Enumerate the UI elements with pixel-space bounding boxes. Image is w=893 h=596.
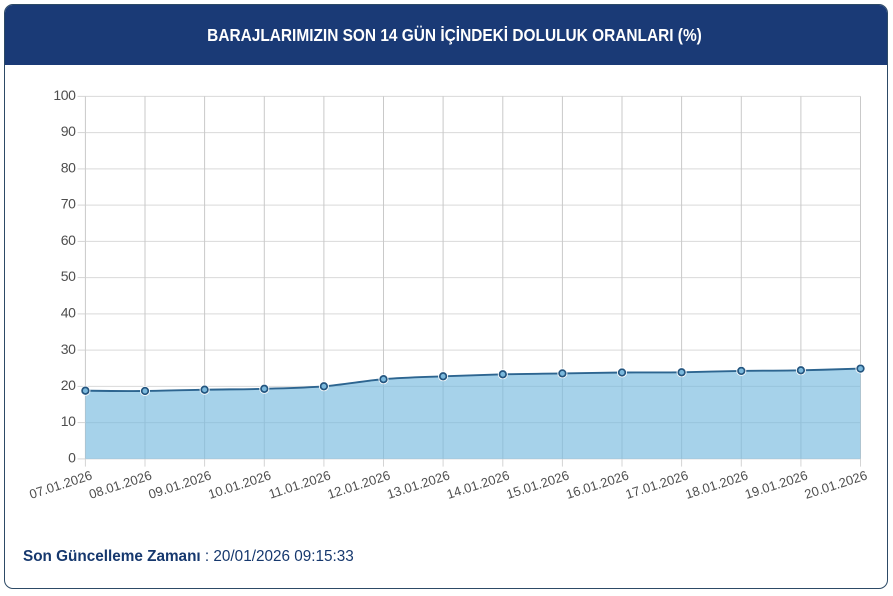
- svg-text:70: 70: [61, 196, 76, 212]
- svg-text:10.01.2026: 10.01.2026: [206, 467, 273, 501]
- svg-text:60: 60: [61, 232, 76, 248]
- svg-text:15.01.2026: 15.01.2026: [504, 467, 571, 501]
- svg-text:30: 30: [61, 341, 76, 357]
- svg-text:90: 90: [61, 123, 76, 139]
- svg-text:80: 80: [61, 160, 76, 176]
- svg-text:20.01.2026: 20.01.2026: [802, 467, 869, 501]
- svg-text:07.01.2026: 07.01.2026: [27, 467, 94, 501]
- svg-text:100: 100: [53, 87, 76, 103]
- svg-text:40: 40: [61, 305, 76, 321]
- svg-text:12.01.2026: 12.01.2026: [325, 467, 392, 501]
- svg-text:0: 0: [68, 450, 76, 466]
- svg-text:16.01.2026: 16.01.2026: [564, 467, 631, 501]
- svg-text:20: 20: [61, 377, 76, 393]
- svg-text:13.01.2026: 13.01.2026: [385, 467, 452, 501]
- svg-text:08.01.2026: 08.01.2026: [87, 467, 154, 501]
- svg-text:09.01.2026: 09.01.2026: [147, 467, 214, 501]
- svg-text:11.01.2026: 11.01.2026: [267, 467, 333, 501]
- svg-text:19.01.2026: 19.01.2026: [743, 467, 810, 501]
- svg-text:10: 10: [61, 413, 76, 429]
- svg-text:17.01.2026: 17.01.2026: [624, 467, 691, 501]
- svg-text:14.01.2026: 14.01.2026: [445, 467, 512, 501]
- svg-text:50: 50: [61, 268, 76, 284]
- svg-text:18.01.2026: 18.01.2026: [683, 467, 750, 501]
